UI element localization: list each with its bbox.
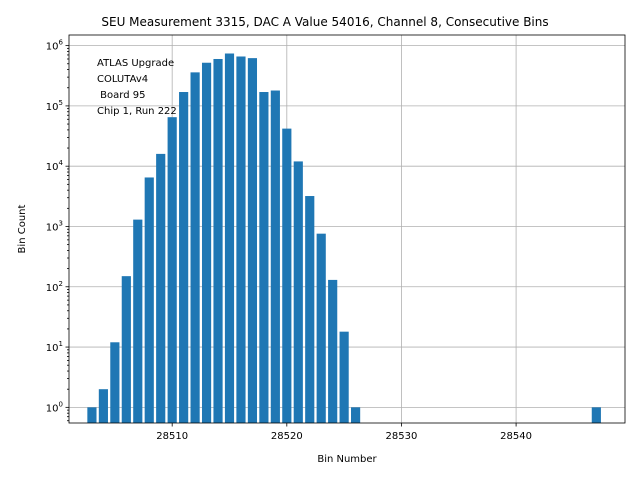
chart-title: SEU Measurement 3315, DAC A Value 54016,… [101,15,548,29]
bar [282,128,292,423]
x-axis-label: Bin Number [317,454,377,465]
bar [328,279,338,423]
x-tick-label: 28530 [386,431,418,442]
bar [98,389,108,423]
bar [201,62,212,424]
bar [293,161,303,423]
bar [190,72,200,424]
bar [316,233,326,423]
x-tick-label: 28520 [271,431,303,442]
bar [247,58,258,424]
y-axis-ticks: 100 101 102 103 104 105 106 [46,39,69,422]
bar [591,407,601,423]
bars [87,53,601,424]
bar [213,58,223,423]
y-tick-label: 106 [46,39,64,53]
bar [110,342,120,423]
bar [339,331,349,423]
bar [179,92,189,424]
annotation-line: ATLAS Upgrade [97,58,174,69]
y-tick-label: 104 [46,159,64,173]
bar [87,407,97,423]
bar [121,276,131,423]
bar [270,90,280,424]
y-tick-label: 100 [46,400,63,414]
x-axis-ticks: 28510 28520 28530 28540 [156,423,532,442]
annotation: ATLAS Upgrade COLUTAv4 Board 95 Chip 1, Ru… [97,58,177,117]
y-tick-label: 102 [46,280,63,294]
bar [167,117,177,423]
x-tick-label: 28510 [156,431,188,442]
annotation-line: Chip 1, Run 222 [97,106,177,117]
bar [156,153,166,423]
bar [236,56,246,424]
bar [224,53,235,423]
bar [144,177,154,423]
bar [133,219,143,423]
y-tick-label: 103 [46,219,63,233]
bar [351,407,361,423]
y-tick-label: 105 [46,99,63,113]
bar [259,92,269,424]
annotation-line: Board 95 [97,90,145,101]
annotation-line: COLUTAv4 [97,74,148,85]
y-axis-label: Bin Count [17,204,28,253]
x-tick-label: 28540 [500,431,532,442]
y-tick-label: 101 [46,340,63,354]
bar [305,196,315,423]
